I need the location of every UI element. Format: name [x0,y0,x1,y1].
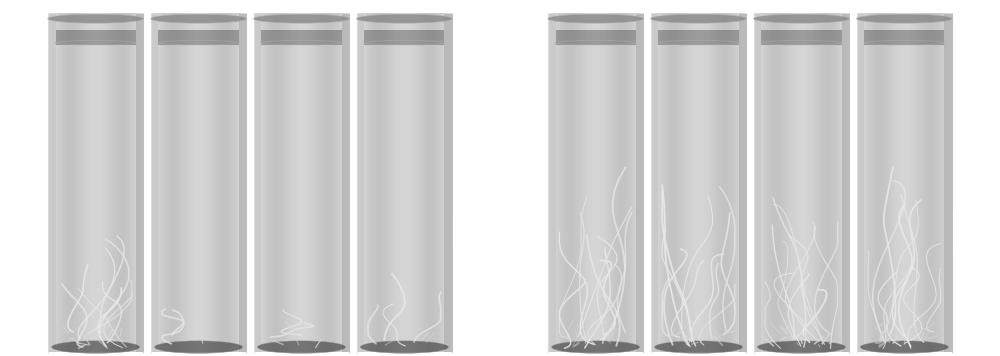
Ellipse shape [155,341,243,353]
Ellipse shape [357,14,452,23]
Bar [548,14,556,352]
Ellipse shape [360,341,448,353]
Bar [261,30,342,44]
Bar [761,30,842,44]
Ellipse shape [754,14,849,23]
Bar [151,14,158,352]
Bar [239,14,246,352]
Bar [864,30,944,44]
Bar [357,14,364,352]
Ellipse shape [548,14,643,23]
Bar [857,14,864,352]
Ellipse shape [655,341,743,353]
Bar [56,30,136,44]
Ellipse shape [257,341,345,353]
Bar [254,14,261,352]
Bar [444,14,452,352]
Ellipse shape [757,341,845,353]
Ellipse shape [651,14,746,23]
Bar [651,14,658,352]
Bar [739,14,746,352]
Bar [658,30,739,44]
Bar [342,14,349,352]
Ellipse shape [52,341,140,353]
Ellipse shape [860,341,948,353]
Bar [944,14,952,352]
Bar [842,14,849,352]
Ellipse shape [151,14,246,23]
Bar [754,14,761,352]
Bar [158,30,239,44]
Ellipse shape [857,14,952,23]
Ellipse shape [254,14,349,23]
Bar [364,30,444,44]
Ellipse shape [552,341,640,353]
Bar [136,14,143,352]
Bar [636,14,643,352]
Bar [48,14,56,352]
Ellipse shape [48,14,143,23]
Bar [556,30,636,44]
